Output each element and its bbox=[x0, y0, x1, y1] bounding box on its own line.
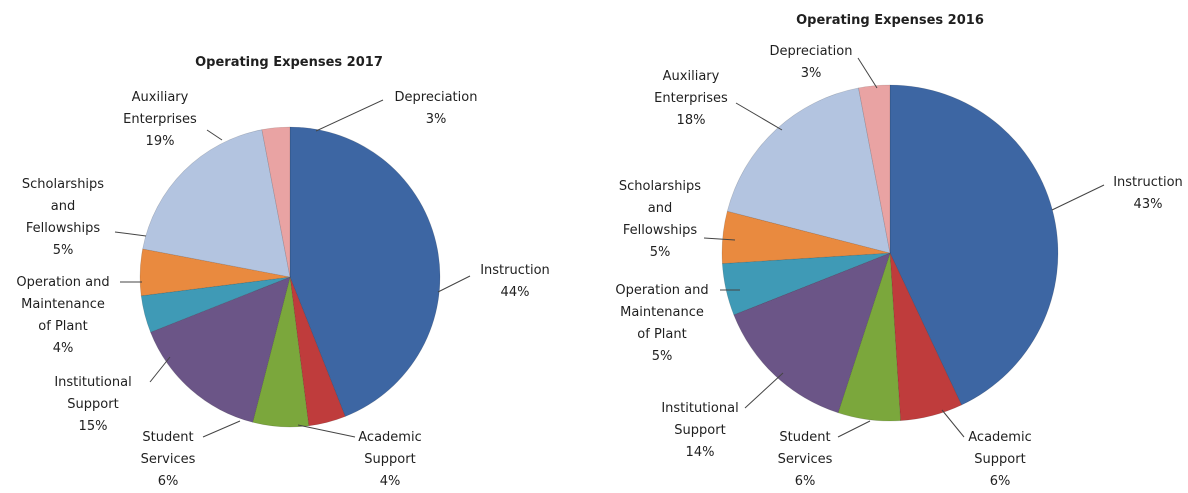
slice-label-institutional-support: Institutional Support 14% bbox=[661, 401, 738, 460]
pie-slice-instruction bbox=[289, 126, 441, 417]
leader-line-institutional-support bbox=[149, 356, 171, 383]
pie-slice-institutional-support bbox=[733, 252, 891, 414]
slice-label-scholarships-fellowships: Scholarships and Fellowships 5% bbox=[22, 177, 104, 258]
chart-title-2016: Operating Expenses 2016 bbox=[796, 13, 984, 28]
pie-slice-depreciation bbox=[858, 84, 891, 254]
pie-chart-2017: Operating Expenses 2017 Instruction 44% Ac… bbox=[16, 55, 549, 489]
leader-line-student-services bbox=[202, 420, 241, 438]
pie-slice-scholarships-fellowships bbox=[721, 210, 891, 264]
pie-slice-auxiliary-enterprises bbox=[726, 87, 891, 254]
pie-slice-instruction bbox=[889, 84, 1059, 406]
leader-line-scholarships-fellowships bbox=[703, 237, 736, 241]
leader-line-auxiliary-enterprises bbox=[735, 102, 783, 131]
slice-label-academic-support: Academic Support 4% bbox=[358, 430, 421, 489]
slice-label-scholarships-fellowships: Scholarships and Fellowships 5% bbox=[619, 179, 701, 260]
leader-line-depreciation bbox=[315, 99, 384, 132]
leader-line-depreciation bbox=[857, 57, 878, 89]
slice-label-depreciation: Depreciation 3% bbox=[770, 44, 853, 81]
leader-line-instruction bbox=[437, 275, 471, 293]
slice-label-depreciation: Depreciation 3% bbox=[395, 90, 478, 127]
leader-line-scholarships-fellowships bbox=[114, 231, 147, 237]
leader-line-academic-support bbox=[941, 409, 965, 438]
slice-label-student-services: Student Services 6% bbox=[141, 430, 196, 489]
leader-line-student-services bbox=[837, 420, 871, 438]
leader-line-institutional-support bbox=[744, 372, 784, 409]
slice-label-operation-maintenance: Operation and Maintenance of Plant 5% bbox=[615, 283, 708, 364]
slice-label-student-services: Student Services 6% bbox=[778, 430, 833, 489]
slice-label-auxiliary-enterprises: Auxiliary Enterprises 18% bbox=[654, 69, 728, 128]
chart-title-2017: Operating Expenses 2017 bbox=[195, 55, 383, 70]
slice-label-operation-maintenance: Operation and Maintenance of Plant 4% bbox=[16, 275, 109, 356]
pie-slice-depreciation bbox=[261, 126, 291, 278]
pie-slice-student-services bbox=[252, 276, 310, 428]
leader-line-instruction bbox=[1051, 184, 1105, 211]
slice-label-instruction: Instruction 43% bbox=[1113, 175, 1183, 212]
slice-label-auxiliary-enterprises: Auxiliary Enterprises 19% bbox=[123, 90, 197, 149]
pie-slice-academic-support bbox=[889, 252, 962, 421]
leader-line-academic-support bbox=[297, 424, 356, 438]
pie-chart-2016: Operating Expenses 2016 Instruction 43% Ac… bbox=[615, 13, 1182, 489]
pie-slice-academic-support bbox=[289, 276, 346, 427]
slice-label-institutional-support: Institutional Support 15% bbox=[54, 375, 131, 434]
pie-slice-auxiliary-enterprises bbox=[142, 129, 291, 278]
slice-label-instruction: Instruction 44% bbox=[480, 263, 550, 300]
pie-slice-scholarships-fellowships bbox=[139, 248, 291, 297]
pie-slice-institutional-support bbox=[150, 276, 291, 423]
leader-line-auxiliary-enterprises bbox=[206, 129, 223, 141]
pie-slice-operation-maintenance bbox=[140, 276, 291, 333]
pie-slice-student-services bbox=[837, 252, 901, 422]
slice-label-academic-support: Academic Support 6% bbox=[968, 430, 1031, 489]
